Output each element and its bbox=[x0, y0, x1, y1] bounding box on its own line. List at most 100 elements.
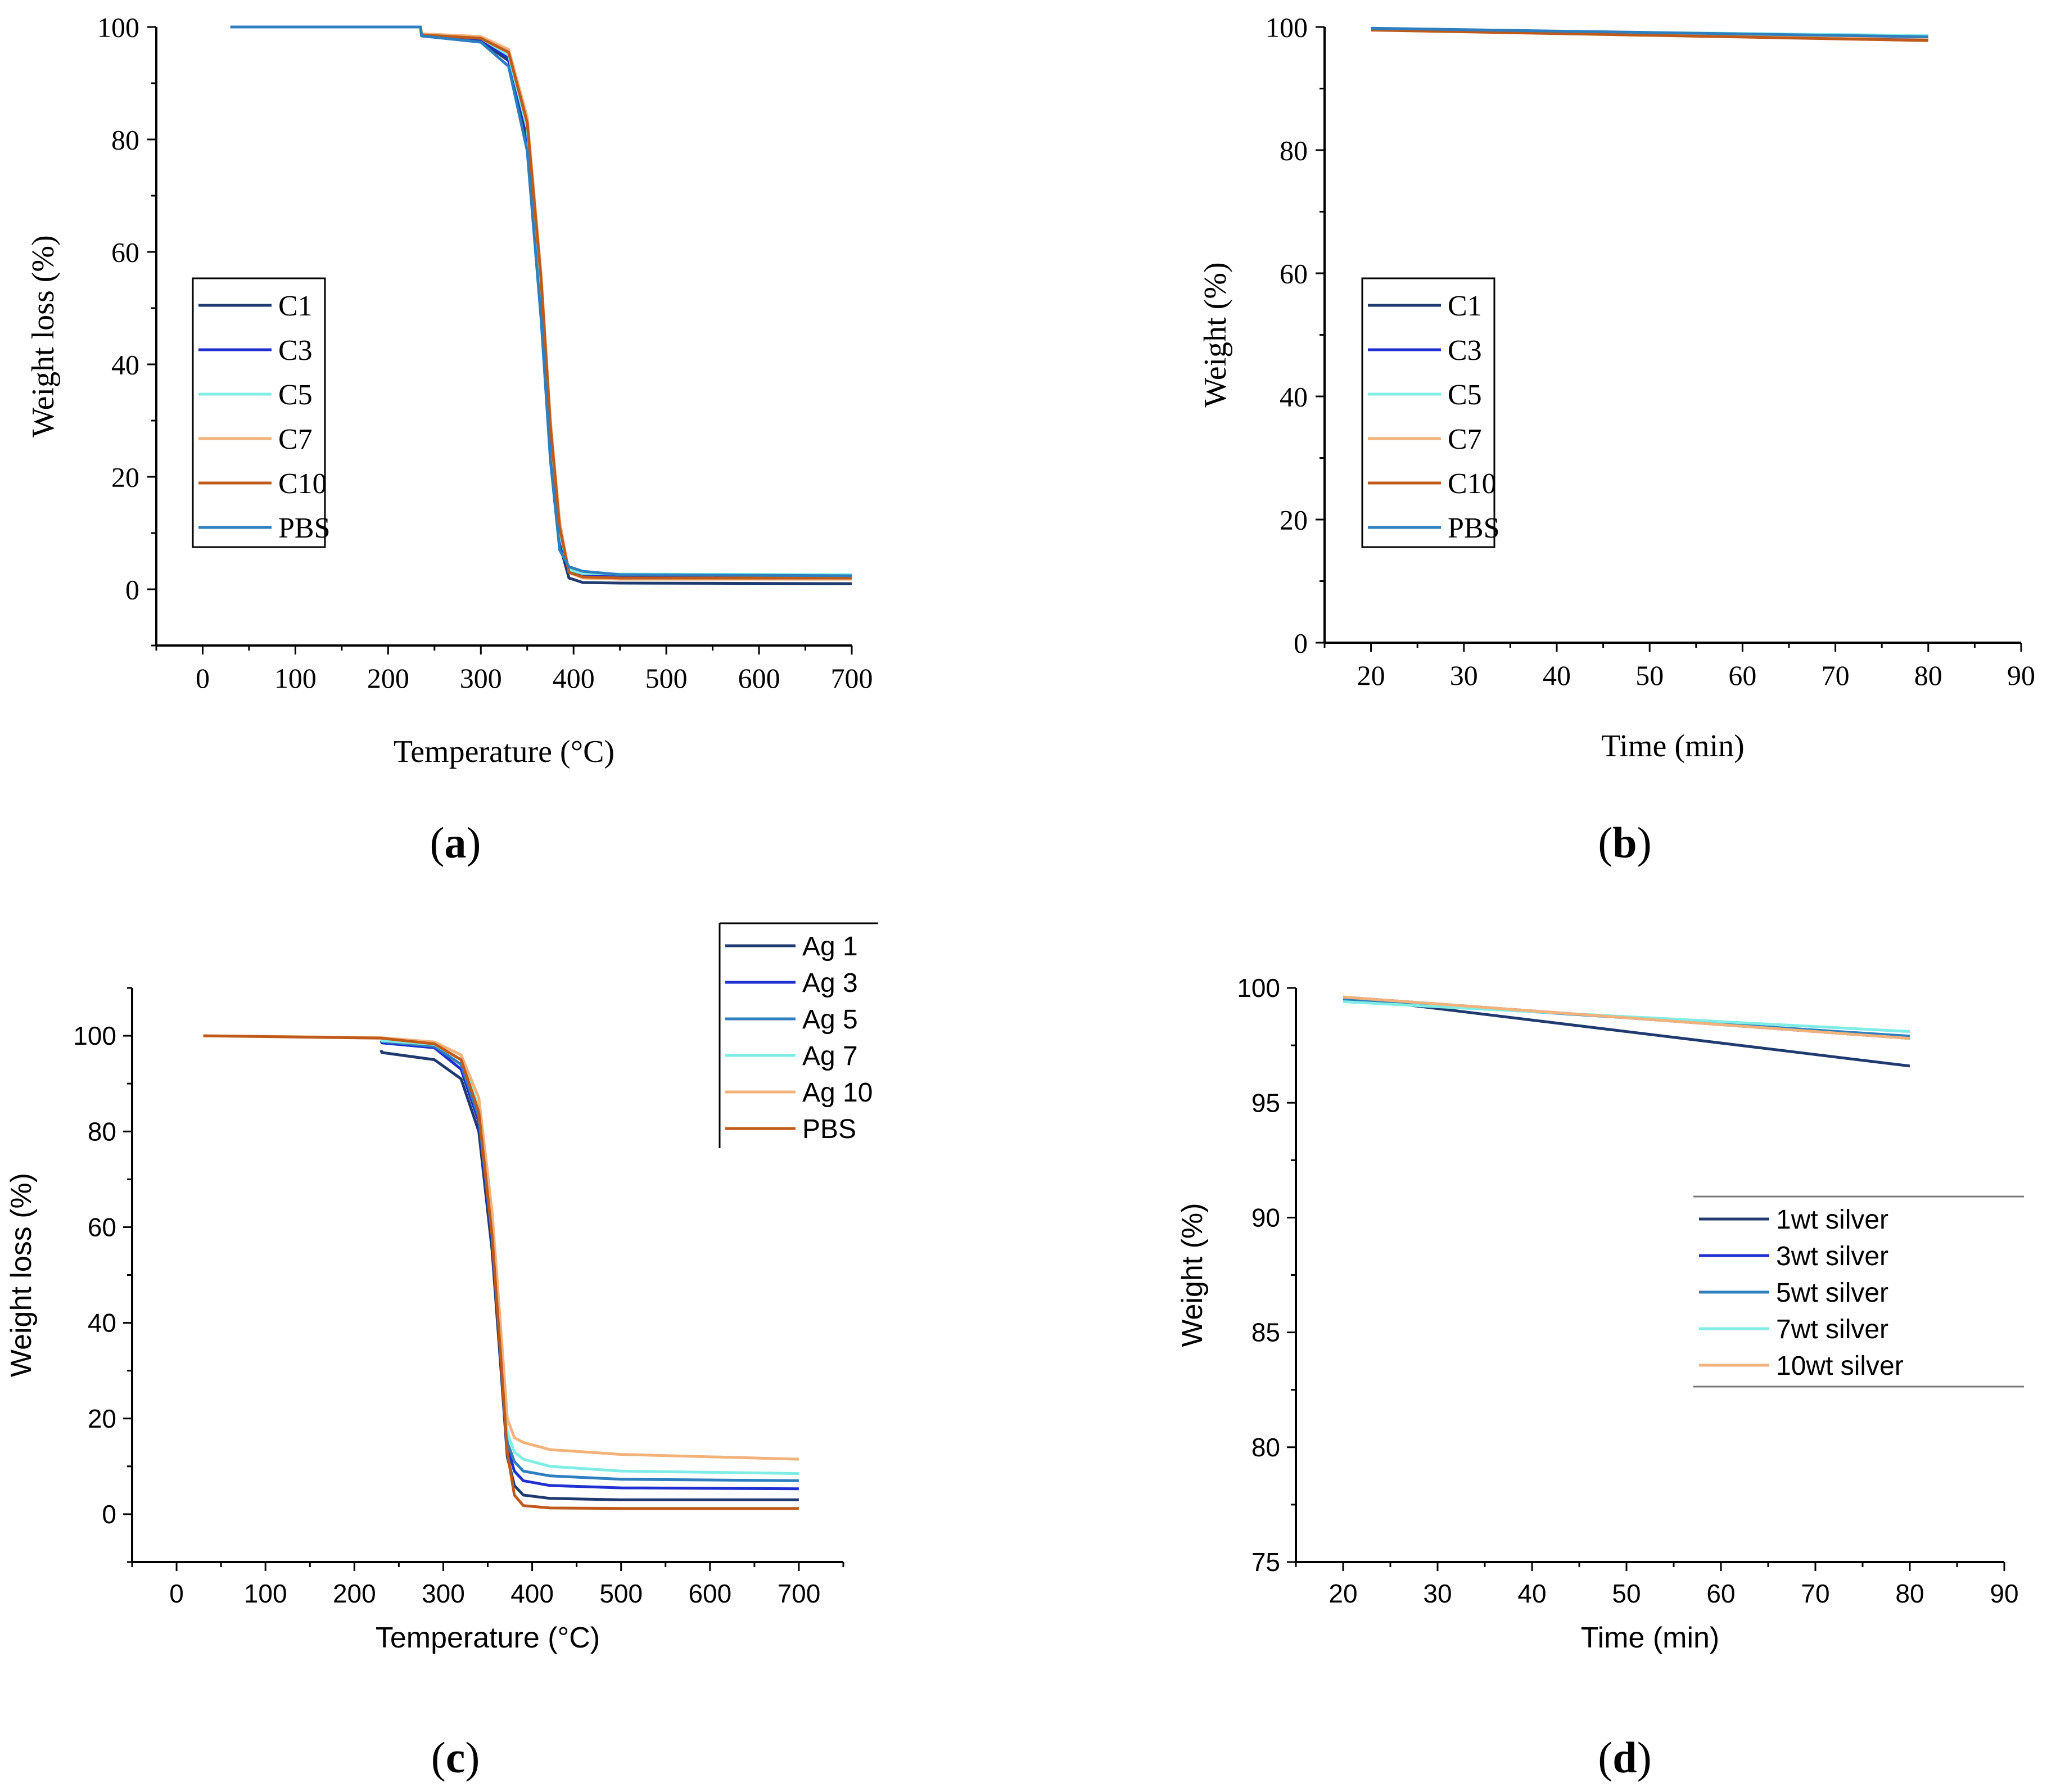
x-tick-label: 300 bbox=[422, 1579, 465, 1608]
panel-b: (b) 20 30 40 50 60 70 80 90 0 20 40 60 80 100 Time (mi… bbox=[1198, 12, 2035, 868]
y-tick-label: 95 bbox=[1251, 1088, 1280, 1117]
y-tick-label: 40 bbox=[111, 349, 139, 381]
series-line-c10 bbox=[1371, 29, 1928, 42]
y-tick-label: 0 bbox=[125, 574, 139, 606]
legend-label: C10 bbox=[278, 468, 327, 500]
legend-label: PBS bbox=[278, 512, 331, 544]
panel-label-c: (c) bbox=[431, 1733, 480, 1782]
x-tick-label: 100 bbox=[244, 1579, 287, 1608]
x-tick-label: 300 bbox=[460, 662, 502, 694]
y-axis-label: Weight loss (%) bbox=[5, 1173, 38, 1377]
series-line-pbs bbox=[230, 25, 852, 577]
series-line-ag-1 bbox=[379, 1049, 799, 1501]
legend-label: C7 bbox=[1448, 423, 1482, 455]
legend-label: C1 bbox=[278, 290, 313, 322]
x-tick-label: 700 bbox=[831, 662, 873, 694]
x-tick-label: 200 bbox=[367, 662, 409, 694]
x-tick-label: 80 bbox=[1914, 660, 1942, 691]
x-tick-label: 60 bbox=[1706, 1579, 1735, 1608]
x-axis-label: Temperature (°C) bbox=[376, 1622, 600, 1654]
panel-d: (d) 20 30 40 50 60 70 80 90 75 80 85 90 95 100 Time (m… bbox=[1176, 973, 2024, 1782]
legend-label: PBS bbox=[802, 1114, 856, 1144]
y-tick-label: 80 bbox=[111, 124, 139, 156]
panel-c: (c) 0 100 200 300 400 500 600 700 0 20 40 60 80 100 Te… bbox=[5, 922, 878, 1782]
y-tick-label: 40 bbox=[88, 1308, 116, 1338]
x-tick-label: 500 bbox=[599, 1579, 643, 1608]
legend-label: C5 bbox=[278, 379, 313, 411]
legend-label: 3wt silver bbox=[1776, 1242, 1888, 1271]
legend-label: Ag 5 bbox=[802, 1005, 858, 1035]
x-tick-label: 500 bbox=[645, 662, 688, 694]
x-tick-label: 100 bbox=[274, 662, 317, 694]
x-tick-label: 200 bbox=[333, 1579, 376, 1608]
x-tick-label: 30 bbox=[1450, 660, 1478, 691]
y-tick-label: 20 bbox=[88, 1404, 116, 1433]
x-tick-label: 90 bbox=[2007, 660, 2035, 691]
legend-label: 10wt silver bbox=[1776, 1351, 1904, 1381]
legend-label: Ag 1 bbox=[802, 932, 858, 962]
y-axis-label: Weight (%) bbox=[1198, 262, 1233, 407]
legend-label: 5wt silver bbox=[1776, 1278, 1888, 1308]
legend-label: Ag 10 bbox=[802, 1078, 873, 1108]
x-tick-label: 80 bbox=[1895, 1579, 1924, 1608]
x-tick-label: 60 bbox=[1728, 660, 1756, 691]
y-tick-label: 60 bbox=[88, 1213, 116, 1242]
series-line-ag-3 bbox=[379, 1040, 799, 1491]
x-tick-label: 400 bbox=[553, 662, 595, 694]
x-axis-label: Time (min) bbox=[1601, 729, 1745, 764]
x-tick-label: 90 bbox=[1990, 1579, 2018, 1608]
x-tick-label: 400 bbox=[510, 1579, 554, 1608]
series-line-1wt-silver bbox=[1343, 995, 1910, 1068]
legend-label: 7wt silver bbox=[1776, 1315, 1888, 1344]
legend-label: Ag 3 bbox=[802, 968, 858, 998]
x-axis-label: Temperature (°C) bbox=[394, 734, 614, 769]
legend-box bbox=[192, 277, 326, 548]
x-tick-label: 70 bbox=[1801, 1579, 1829, 1608]
panel-label-d: (d) bbox=[1598, 1733, 1651, 1782]
x-tick-label: 50 bbox=[1612, 1579, 1641, 1608]
y-tick-label: 0 bbox=[102, 1500, 116, 1529]
panel-label-a: (a) bbox=[430, 818, 481, 867]
y-tick-label: 80 bbox=[88, 1117, 116, 1146]
y-tick-label: 60 bbox=[111, 237, 139, 268]
legend: 1wt silver 3wt silver 5wt silver 7wt silver… bbox=[1693, 1195, 2024, 1388]
legend-label: Ag 7 bbox=[802, 1041, 858, 1071]
x-tick-label: 0 bbox=[196, 662, 210, 694]
y-tick-label: 40 bbox=[1280, 381, 1308, 413]
series-line-ag-5 bbox=[379, 1039, 799, 1482]
series-line-pbs bbox=[1371, 26, 1928, 38]
x-tick-label: 700 bbox=[778, 1579, 821, 1608]
x-tick-label: 20 bbox=[1357, 660, 1385, 691]
y-tick-label: 75 bbox=[1251, 1547, 1280, 1577]
series-line-10wt-silver bbox=[1343, 995, 1910, 1040]
y-tick-label: 100 bbox=[1266, 12, 1308, 43]
x-tick-label: 40 bbox=[1543, 660, 1571, 691]
y-tick-label: 100 bbox=[97, 12, 139, 43]
x-tick-label: 0 bbox=[169, 1579, 184, 1608]
legend-label: PBS bbox=[1448, 512, 1500, 544]
y-tick-label: 60 bbox=[1280, 258, 1308, 290]
series-line-ag-7 bbox=[379, 1039, 799, 1475]
x-tick-label: 20 bbox=[1329, 1579, 1357, 1608]
series-line-ag-10 bbox=[203, 1034, 799, 1461]
x-axis-label: Time (min) bbox=[1581, 1622, 1720, 1654]
y-tick-label: 100 bbox=[73, 1021, 116, 1050]
panel-a: (a) 0 100 200 300 400 500 600 700 0 20 40 60 80 100 Te… bbox=[26, 12, 873, 868]
x-tick-label: 70 bbox=[1822, 660, 1850, 691]
y-tick-label: 90 bbox=[1251, 1203, 1280, 1233]
x-tick-label: 50 bbox=[1635, 660, 1664, 691]
legend-box bbox=[1361, 277, 1495, 548]
legend-label: C10 bbox=[1448, 468, 1497, 500]
legend-label: C1 bbox=[1448, 290, 1482, 322]
legend-label: C5 bbox=[1448, 379, 1482, 411]
legend-label: C7 bbox=[278, 423, 313, 455]
legend-label: C3 bbox=[1448, 335, 1482, 367]
x-tick-label: 600 bbox=[738, 662, 780, 694]
y-axis-label: Weight (%) bbox=[1176, 1203, 1209, 1347]
y-tick-label: 80 bbox=[1251, 1433, 1280, 1462]
legend: Ag 1 Ag 3 Ag 5 Ag 7 Ag 10 PBS bbox=[719, 922, 878, 1148]
y-tick-label: 85 bbox=[1251, 1318, 1280, 1347]
x-tick-label: 600 bbox=[688, 1579, 731, 1608]
y-tick-label: 0 bbox=[1294, 628, 1308, 659]
